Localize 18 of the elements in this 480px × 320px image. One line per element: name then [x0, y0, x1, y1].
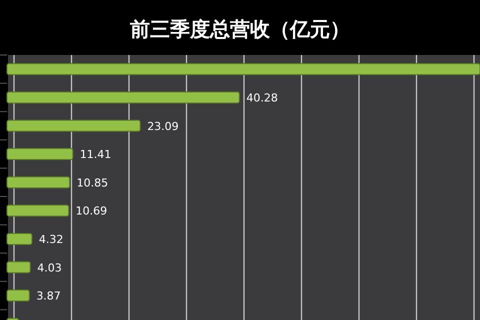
bar [6, 63, 480, 76]
data-label: 4.32 [38, 232, 64, 246]
chart-title: 前三季度总营收（亿元） [129, 17, 350, 41]
bar [6, 290, 30, 302]
bar [6, 204, 70, 217]
data-label: 4.03 [37, 261, 62, 274]
bar [6, 176, 70, 188]
data-label: 40.28 [246, 91, 278, 104]
bar [6, 120, 141, 132]
data-label: 23.09 [147, 120, 179, 133]
data-label: 11.41 [80, 148, 112, 162]
bar [6, 148, 74, 160]
data-label: 3.87 [36, 290, 61, 303]
data-label: 10.85 [76, 176, 108, 190]
data-label: 10.69 [76, 204, 108, 218]
bar [6, 232, 32, 245]
bar [6, 91, 240, 104]
bar [6, 261, 31, 274]
